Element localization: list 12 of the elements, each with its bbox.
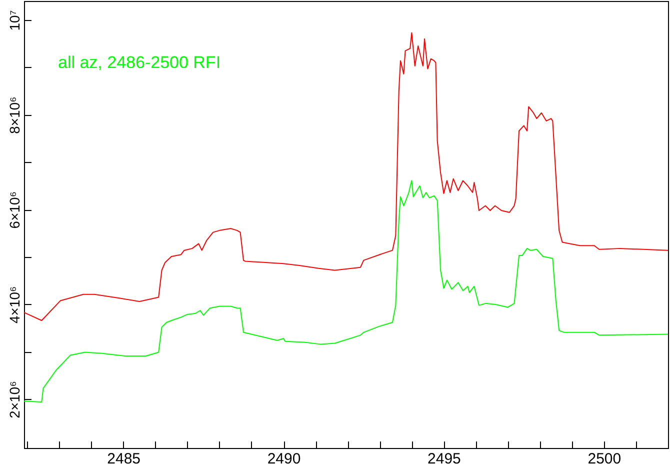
y-tick-label: 2×10⁶ (6, 381, 22, 418)
y-tick-label: 6×10⁶ (6, 191, 22, 229)
annotation: all az, 2486-2500 RFI (58, 53, 221, 72)
x-tick-label: 2495 (428, 450, 461, 468)
x-tick-label: 2500 (588, 450, 622, 468)
y-tick-label: 8×10⁶ (6, 96, 22, 134)
y-tick-label: 10⁷ (6, 10, 22, 31)
x-tick-label: 2485 (107, 450, 141, 468)
line-series (24, 180, 668, 403)
x-tick-label: 2490 (267, 450, 301, 468)
line-series (24, 32, 668, 321)
y-tick-label: 4×10⁶ (6, 286, 22, 324)
